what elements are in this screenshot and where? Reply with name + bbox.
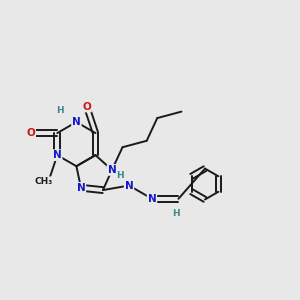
- Text: N: N: [148, 194, 156, 204]
- Text: CH₃: CH₃: [35, 177, 53, 186]
- Text: N: N: [53, 150, 62, 160]
- Text: N: N: [72, 117, 81, 127]
- Text: N: N: [76, 183, 85, 193]
- Text: O: O: [82, 102, 91, 112]
- Text: N: N: [107, 165, 116, 175]
- Text: O: O: [26, 128, 35, 138]
- Text: H: H: [56, 106, 64, 115]
- Text: H: H: [116, 171, 124, 180]
- Text: N: N: [125, 181, 134, 190]
- Text: H: H: [172, 209, 179, 218]
